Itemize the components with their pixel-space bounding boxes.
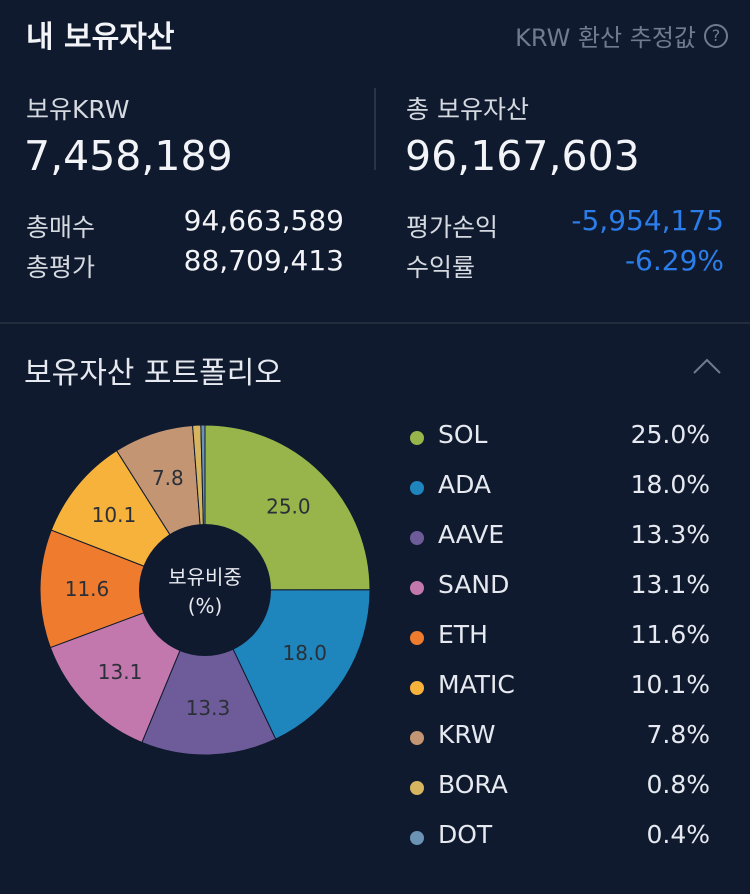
total-assets-value: 96,167,603	[405, 132, 640, 180]
chevron-up-icon[interactable]	[692, 356, 722, 376]
legend-color-dot	[410, 531, 424, 545]
slice-label-aave: 13.3	[186, 696, 231, 720]
slice-label-matic: 10.1	[92, 503, 137, 527]
legend-asset-percent: 0.8%	[646, 770, 710, 799]
legend-asset-percent: 10.1%	[630, 670, 710, 699]
chart-legend: SOL 25.0% ADA 18.0% AAVE 13.3% SAND 13.1% ETH 11.…	[410, 420, 720, 870]
legend-color-dot	[410, 731, 424, 745]
legend-item-matic: MATIC 10.1%	[410, 670, 720, 720]
donut-hole	[139, 524, 271, 656]
legend-asset-name: ADA	[438, 470, 492, 499]
pnl-label: 평가손익	[406, 213, 499, 242]
help-icon[interactable]: ?	[704, 23, 728, 48]
summary-panel: 내 보유자산 KRW 환산 추정값 ? 보유KRW 7,458,189 총 보유…	[0, 0, 750, 322]
slice-label-sand: 13.1	[98, 660, 143, 684]
legend-asset-percent: 7.8%	[646, 720, 710, 749]
total-eval-value: 88,709,413	[183, 244, 344, 277]
legend-asset-name: SOL	[438, 420, 488, 449]
divider	[374, 88, 376, 170]
krw-holding-label: 보유KRW	[26, 95, 130, 124]
legend-asset-name: AAVE	[438, 520, 505, 549]
portfolio-title: 보유자산 포트폴리오	[24, 356, 282, 391]
total-buy-label: 총매수	[26, 213, 96, 242]
legend-asset-name: DOT	[438, 820, 493, 849]
legend-asset-percent: 0.4%	[646, 820, 710, 849]
total-assets-label: 총 보유자산	[406, 95, 529, 124]
legend-item-bora: BORA 0.8%	[410, 770, 720, 820]
slice-label-krw: 7.8	[152, 466, 184, 490]
section-divider	[0, 322, 750, 324]
return-rate-label: 수익률	[406, 253, 476, 282]
legend-asset-percent: 18.0%	[630, 470, 710, 499]
legend-asset-percent: 13.1%	[630, 570, 710, 599]
legend-color-dot	[410, 431, 424, 445]
legend-asset-percent: 13.3%	[630, 520, 710, 549]
slice-label-eth: 11.6	[65, 577, 110, 601]
pnl-value: -5,954,175	[571, 204, 724, 237]
legend-item-dot: DOT 0.4%	[410, 820, 720, 870]
legend-item-ada: ADA 18.0%	[410, 470, 720, 520]
legend-color-dot	[410, 681, 424, 695]
krw-estimate-label: KRW 환산 추정값	[515, 24, 696, 52]
total-eval-label: 총평가	[26, 253, 96, 282]
legend-asset-name: ETH	[438, 620, 488, 649]
legend-asset-percent: 25.0%	[630, 420, 710, 449]
slice-label-ada: 18.0	[282, 641, 327, 665]
legend-asset-name: MATIC	[438, 670, 515, 699]
legend-asset-name: SAND	[438, 570, 510, 599]
legend-color-dot	[410, 831, 424, 845]
legend-item-eth: ETH 11.6%	[410, 620, 720, 670]
krw-holding-value: 7,458,189	[24, 132, 233, 180]
legend-asset-name: KRW	[438, 720, 496, 749]
portfolio-donut-chart: 25.0 18.0 13.3 13.1 11.6 10.1 7.8 보유비중 (%)	[39, 424, 371, 756]
legend-item-sand: SAND 13.1%	[410, 570, 720, 620]
legend-asset-percent: 11.6%	[630, 620, 710, 649]
legend-color-dot	[410, 631, 424, 645]
pie-slice-aave	[141, 588, 277, 756]
pie-slice-eth	[39, 529, 207, 649]
slice-label-sol: 25.0	[266, 494, 311, 518]
legend-item-krw: KRW 7.8%	[410, 720, 720, 770]
center-label-title: 보유비중	[168, 565, 242, 589]
legend-asset-name: BORA	[438, 770, 508, 799]
total-buy-value: 94,663,589	[183, 204, 344, 237]
page-title: 내 보유자산	[26, 20, 175, 55]
legend-color-dot	[410, 581, 424, 595]
krw-estimate-note[interactable]: KRW 환산 추정값 ?	[515, 18, 728, 53]
legend-color-dot	[410, 781, 424, 795]
center-label-unit: (%)	[188, 594, 223, 618]
return-rate-value: -6.29%	[624, 244, 724, 277]
legend-color-dot	[410, 481, 424, 495]
legend-item-sol: SOL 25.0%	[410, 420, 720, 470]
legend-item-aave: AAVE 13.3%	[410, 520, 720, 570]
